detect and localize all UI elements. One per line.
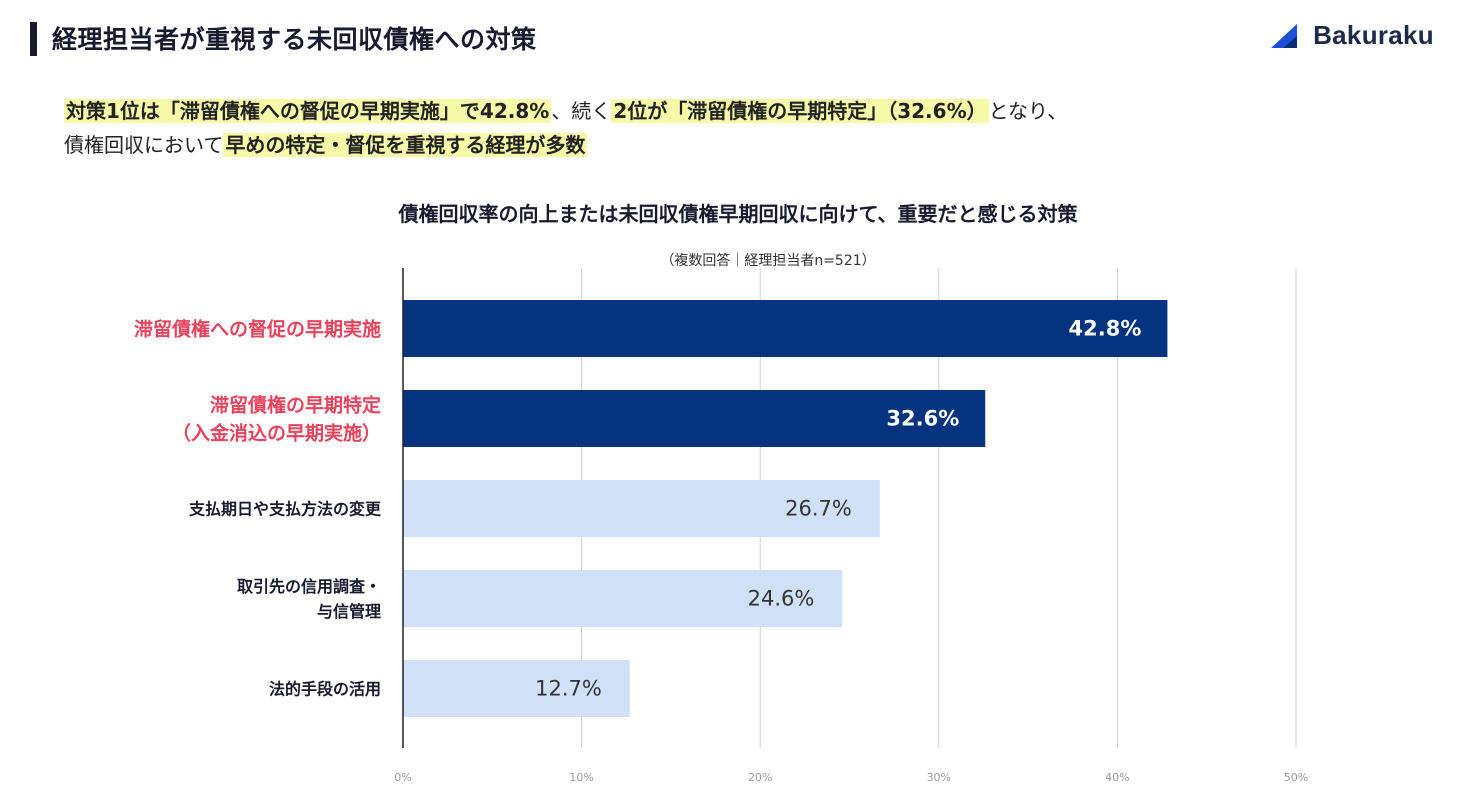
category-label-2: 支払期日や支払方法の変更 bbox=[188, 499, 382, 518]
bar-value-label-1: 32.6% bbox=[886, 407, 959, 431]
bar-value-label-3: 24.6% bbox=[748, 587, 815, 611]
bar-2 bbox=[403, 480, 880, 537]
summary-line-1-segment-1: 、続く bbox=[551, 99, 612, 123]
bar-value-label-0: 42.8% bbox=[1069, 317, 1142, 341]
title-accent-bar bbox=[30, 22, 37, 56]
summary-line-2: 債権回収において 早めの特定・督促を重視する経理が多数 bbox=[64, 128, 1067, 162]
summary-text: 対策1位は「滞留債権への督促の早期実施」で42.8% 、続く 2位が「滞留債権の早期… bbox=[64, 94, 1067, 162]
page-title: 経理担当者が重視する未回収債権への対策 bbox=[52, 25, 537, 54]
x-tick-label-40: 40% bbox=[1105, 771, 1129, 784]
summary-line-1-segment-2: 2位が「滞留債権の早期特定」（32.6%） bbox=[611, 99, 989, 123]
category-label-4: 法的手段の活用 bbox=[269, 679, 381, 698]
chart-subtitle: （複数回答｜経理担当者n=521） bbox=[660, 253, 876, 269]
x-tick-label-30: 30% bbox=[927, 771, 951, 784]
x-tick-label-50: 50% bbox=[1284, 771, 1308, 784]
bar-0 bbox=[403, 300, 1168, 357]
bar-4 bbox=[403, 660, 630, 717]
x-tick-label-0: 0% bbox=[394, 771, 411, 784]
summary-line-1: 対策1位は「滞留債権への督促の早期実施」で42.8% 、続く 2位が「滞留債権の早期… bbox=[64, 94, 1067, 128]
category-label-3-line-0: 取引先の信用調査・ bbox=[237, 577, 381, 596]
chart-title: 債権回収率の向上または未回収債権早期回収に向けて、重要だと感じる対策 bbox=[398, 202, 1078, 226]
category-label-1-line-0: 滞留債権の早期特定 bbox=[210, 393, 381, 416]
category-label-1-line-1: （入金消込の早期実施） bbox=[172, 421, 381, 444]
summary-line-1-segment-3: となり、 bbox=[988, 99, 1068, 123]
bar-value-label-2: 26.7% bbox=[785, 497, 852, 521]
bakuraku-logo-icon bbox=[1271, 23, 1298, 48]
bar-1 bbox=[403, 390, 986, 447]
summary-line-2-segment-1: 早めの特定・督促を重視する経理が多数 bbox=[223, 133, 588, 157]
logo-text: Bakuraku bbox=[1313, 20, 1434, 50]
x-tick-label-10: 10% bbox=[569, 771, 593, 784]
bar-3 bbox=[403, 570, 843, 627]
bar-value-label-4: 12.7% bbox=[535, 677, 602, 701]
summary-line-1-segment-0: 対策1位は「滞留債権への督促の早期実施」で42.8% bbox=[64, 99, 552, 123]
brand-logo: Bakuraku bbox=[1271, 20, 1434, 51]
summary-line-2-segment-0: 債権回収において bbox=[64, 133, 224, 157]
x-tick-label-20: 20% bbox=[748, 771, 772, 784]
category-label-0: 滞留債権への督促の早期実施 bbox=[134, 317, 381, 340]
category-label-3-line-1: 与信管理 bbox=[317, 602, 381, 621]
